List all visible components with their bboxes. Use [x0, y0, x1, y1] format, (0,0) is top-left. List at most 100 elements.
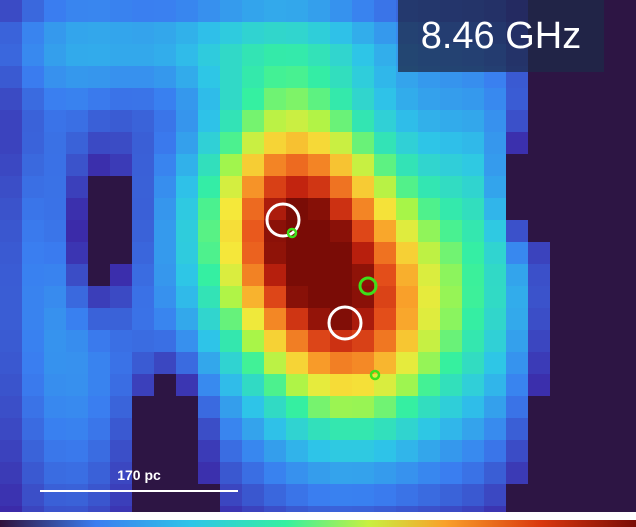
- heatmap-cell: [264, 264, 286, 286]
- heatmap-cell: [176, 286, 198, 308]
- heatmap-cell: [374, 506, 396, 512]
- heatmap-cell: [330, 374, 352, 396]
- heatmap-cell: [264, 506, 286, 512]
- heatmap-cell: [66, 176, 88, 198]
- heatmap-cell: [264, 352, 286, 374]
- heatmap-cell: [462, 462, 484, 484]
- heatmap-cell: [264, 308, 286, 330]
- heatmap-cell: [440, 286, 462, 308]
- heatmap-cell: [418, 220, 440, 242]
- heatmap-cell: [44, 176, 66, 198]
- heatmap-cell: [220, 396, 242, 418]
- heatmap-cell: [528, 308, 550, 330]
- heatmap-cell: [22, 418, 44, 440]
- heatmap-cell: [220, 418, 242, 440]
- heatmap-cell: [440, 154, 462, 176]
- heatmap-cell: [308, 462, 330, 484]
- heatmap-cell: [198, 132, 220, 154]
- heatmap-cell: [198, 154, 220, 176]
- heatmap-cell: [22, 396, 44, 418]
- heatmap-cell: [264, 66, 286, 88]
- heatmap-cell: [220, 308, 242, 330]
- heatmap-cell: [286, 374, 308, 396]
- heatmap-cell: [286, 352, 308, 374]
- heatmap-cell: [462, 264, 484, 286]
- heatmap-cell: [198, 308, 220, 330]
- heatmap-cell: [308, 374, 330, 396]
- heatmap-cell: [440, 506, 462, 512]
- heatmap-cell: [308, 220, 330, 242]
- heatmap-cell: [176, 242, 198, 264]
- heatmap-cell: [88, 110, 110, 132]
- heatmap-cell: [88, 308, 110, 330]
- heatmap-cell: [330, 484, 352, 506]
- heatmap-cell: [506, 88, 528, 110]
- heatmap-cell: [44, 418, 66, 440]
- heatmap-cell: [352, 440, 374, 462]
- heatmap-cell: [264, 330, 286, 352]
- heatmap-cell: [66, 264, 88, 286]
- heatmap-cell: [220, 88, 242, 110]
- heatmap-cell: [418, 418, 440, 440]
- heatmap-cell: [286, 0, 308, 22]
- heatmap-cell: [330, 198, 352, 220]
- heatmap-cell: [440, 242, 462, 264]
- heatmap-cell: [506, 110, 528, 132]
- heatmap-cell: [330, 396, 352, 418]
- heatmap-cell: [352, 462, 374, 484]
- heatmap-cell: [132, 66, 154, 88]
- heatmap-cell: [176, 66, 198, 88]
- heatmap-cell: [308, 264, 330, 286]
- heatmap-cell: [88, 462, 110, 484]
- heatmap-cell: [0, 0, 22, 22]
- heatmap-cell: [308, 44, 330, 66]
- heatmap-cell: [374, 242, 396, 264]
- heatmap-cell: [352, 242, 374, 264]
- heatmap-cell: [484, 418, 506, 440]
- heatmap-cell: [220, 44, 242, 66]
- heatmap-cell: [330, 418, 352, 440]
- heatmap-cell: [286, 242, 308, 264]
- heatmap-cell: [396, 176, 418, 198]
- heatmap-cell: [22, 484, 44, 506]
- heatmap-cell: [154, 66, 176, 88]
- heatmap-cell: [132, 88, 154, 110]
- heatmap-cell: [440, 396, 462, 418]
- heatmap-cell: [88, 88, 110, 110]
- heatmap-cell: [462, 286, 484, 308]
- heatmap-cell: [242, 330, 264, 352]
- heatmap-cell: [132, 44, 154, 66]
- heatmap-cell: [220, 132, 242, 154]
- heatmap-cell: [506, 132, 528, 154]
- heatmap-cell: [220, 330, 242, 352]
- heatmap-cell: [484, 396, 506, 418]
- heatmap-cell: [154, 44, 176, 66]
- heatmap-cell: [308, 88, 330, 110]
- heatmap-cell: [264, 242, 286, 264]
- heatmap-cell: [330, 440, 352, 462]
- heatmap-cell: [220, 110, 242, 132]
- heatmap-cell: [484, 374, 506, 396]
- heatmap-cell: [154, 264, 176, 286]
- heatmap-cell: [198, 176, 220, 198]
- heatmap-cell: [242, 242, 264, 264]
- heatmap-cell: [330, 0, 352, 22]
- heatmap-cell: [506, 462, 528, 484]
- heatmap-cell: [0, 132, 22, 154]
- heatmap-cell: [66, 0, 88, 22]
- heatmap-cell: [286, 418, 308, 440]
- heatmap-cell: [440, 198, 462, 220]
- heatmap-cell: [308, 110, 330, 132]
- heatmap-cell: [176, 154, 198, 176]
- heatmap-cell: [176, 88, 198, 110]
- heatmap-cell: [0, 484, 22, 506]
- heatmap-cell: [286, 176, 308, 198]
- heatmap-cell: [330, 462, 352, 484]
- heatmap-cell: [286, 396, 308, 418]
- heatmap-cell: [66, 132, 88, 154]
- heatmap-cell: [154, 308, 176, 330]
- heatmap-cell: [176, 0, 198, 22]
- heatmap-cell: [242, 132, 264, 154]
- heatmap-cell: [88, 374, 110, 396]
- heatmap-cell: [374, 484, 396, 506]
